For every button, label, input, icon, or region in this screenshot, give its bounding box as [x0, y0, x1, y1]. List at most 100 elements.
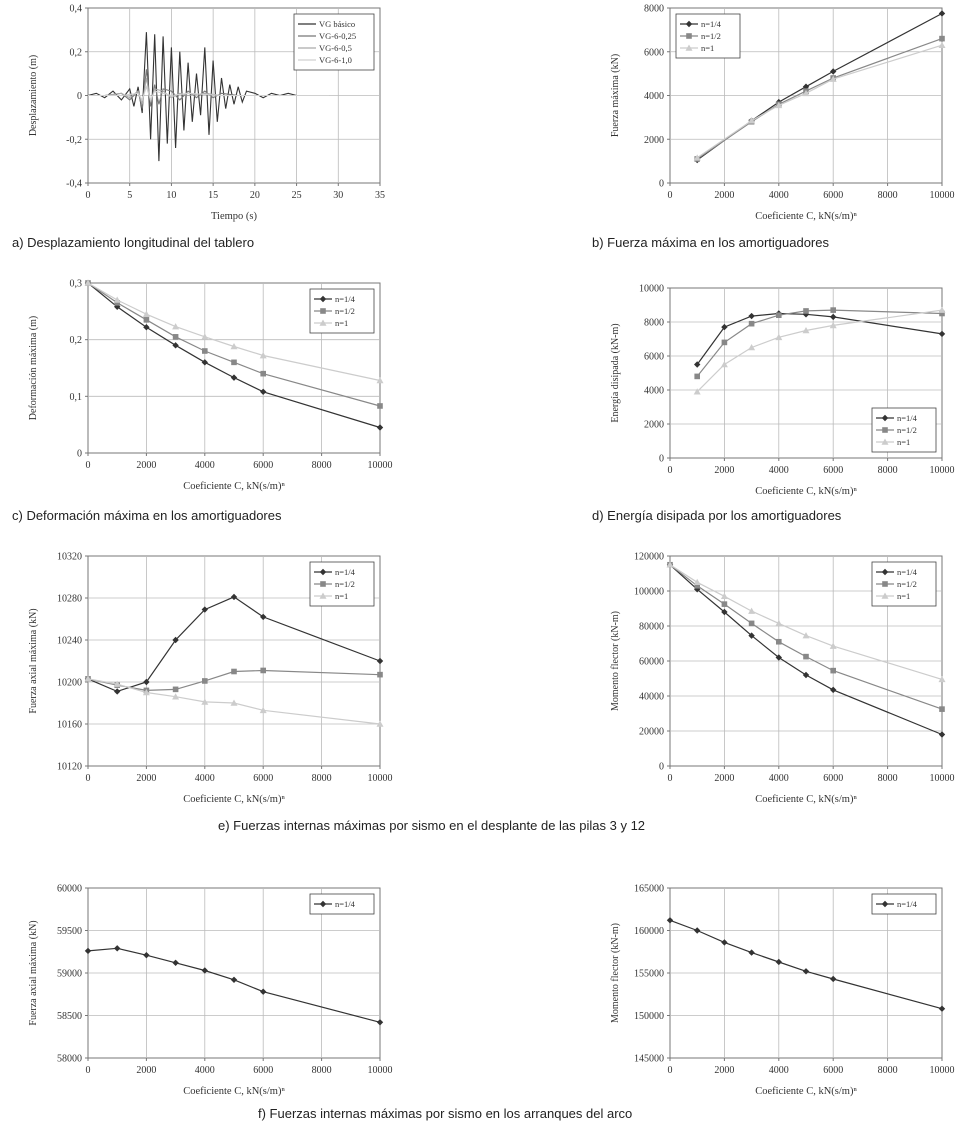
- series-1: [694, 307, 945, 380]
- y-tick-label: 6000: [644, 352, 664, 363]
- x-tick-label: 6000: [823, 465, 843, 476]
- data-point: [113, 296, 121, 303]
- data-point: [748, 607, 756, 614]
- x-tick-label: 6000: [253, 1065, 273, 1076]
- y-tick-label: 0,3: [70, 279, 83, 290]
- data-point: [748, 320, 755, 327]
- y-tick-label: -0,4: [66, 179, 82, 190]
- data-point: [938, 731, 946, 738]
- y-tick-label: 59000: [57, 969, 82, 980]
- data-point: [802, 327, 810, 334]
- data-point: [775, 101, 783, 109]
- x-tick-label: 15: [208, 190, 218, 201]
- y-tick-label: 6000: [644, 47, 664, 58]
- data-point: [776, 638, 782, 645]
- chart-d: 0 2000 4000 6000 8000 10000 0 2000 4000 6000 8000 1…: [592, 280, 955, 500]
- x-tick-label: 25: [292, 190, 302, 201]
- y-tick-label: 150000: [634, 1011, 664, 1022]
- legend-marker: [882, 427, 888, 433]
- data-point: [748, 344, 756, 351]
- data-point: [802, 83, 810, 90]
- x-tick-label: 0: [86, 773, 91, 784]
- x-tick-label: 0: [668, 190, 673, 201]
- data-point: [694, 373, 700, 380]
- data-point: [377, 671, 383, 678]
- x-tick-label: 5: [127, 190, 132, 201]
- x-tick-label: 0: [668, 465, 673, 476]
- x-tick-label: 35: [375, 190, 385, 201]
- series-2: [693, 41, 946, 161]
- chart-a: -0,4 -0,2 0 0,2 0,4 0 5 10 15 20 25 30 35 Tiempo (s) D…: [10, 0, 390, 225]
- data-point: [720, 592, 728, 600]
- legend-label: n=1: [897, 437, 910, 447]
- y-axis-label: Energía disipada (kN-m): [610, 323, 621, 422]
- y-tick-label: 0: [659, 179, 664, 190]
- legend-marker: [319, 319, 327, 326]
- x-tick-label: 2000: [714, 190, 734, 201]
- caption-b: b) Fuerza máxima en los amortiguadores: [592, 235, 829, 250]
- data-point: [803, 653, 809, 660]
- data-point: [84, 675, 92, 682]
- legend: n=1/4 n=1/2 n=1: [871, 407, 937, 453]
- y-tick-label: 0: [659, 762, 664, 773]
- y-tick-label: 8000: [644, 4, 664, 15]
- x-tick-label: 2000: [136, 773, 156, 784]
- x-tick-label: 0: [86, 1065, 91, 1076]
- y-tick-label: 60000: [639, 657, 664, 668]
- legend-box: [293, 13, 375, 71]
- y-tick-label: 4000: [644, 91, 664, 102]
- y-axis-label: Fuerza máxima (kN): [610, 54, 621, 137]
- data-point: [260, 388, 267, 395]
- series-line: [87, 596, 381, 693]
- x-tick-label: 6000: [823, 773, 843, 784]
- legend-marker: [881, 568, 889, 576]
- legend-box: [309, 893, 375, 915]
- x-tick-label: 6000: [823, 190, 843, 201]
- y-axis-label: Momento flector (kN-m): [610, 923, 621, 1023]
- y-tick-label: 10200: [57, 678, 82, 689]
- legend-label: n=1: [701, 43, 714, 53]
- data-point: [113, 680, 121, 687]
- legend-label: n=1/4: [335, 567, 356, 577]
- y-tick-label: 155000: [634, 969, 664, 980]
- data-point: [830, 307, 836, 313]
- series-line: [696, 44, 943, 159]
- data-point: [114, 300, 120, 306]
- chart-f2: 145000 150000 155000 160000 165000 0 2000 4000 6…: [592, 880, 955, 1100]
- x-axis-label: Coeficiente C, kN(s/m)ⁿ: [183, 1086, 285, 1097]
- x-tick-label: 2000: [714, 773, 734, 784]
- x-tick-label: 2000: [136, 460, 156, 471]
- y-axis-label: Fuerza axial máxima (kN): [28, 608, 39, 713]
- data-point: [830, 667, 836, 674]
- legend: VG básico VG-6-0,25 VG-6-0,5 VG-6-1,0: [293, 13, 375, 71]
- data-point: [776, 312, 782, 318]
- data-point: [802, 968, 810, 975]
- chart-svg-e1: 10120 10160 10200 10240 10280 10320 0 2000 4000 6…: [28, 552, 393, 806]
- chart-f1: 58000 58500 59000 59500 60000 0 2000 4000 6000 80…: [10, 880, 393, 1100]
- chart-b: 0 2000 4000 6000 8000 0 2000 4000 6000 8000 10000 C…: [592, 0, 955, 225]
- y-tick-label: 10320: [57, 552, 82, 563]
- legend-label: n=1/4: [897, 567, 918, 577]
- x-tick-label: 6000: [253, 460, 273, 471]
- data-point: [201, 333, 209, 340]
- legend-marker: [881, 414, 889, 422]
- x-axis-label: Coeficiente C, kN(s/m)ⁿ: [183, 481, 285, 492]
- legend-marker: [882, 581, 888, 587]
- x-tick-label: 8000: [312, 460, 332, 471]
- y-tick-label: 0: [77, 449, 82, 460]
- x-tick-label: 10000: [368, 773, 393, 784]
- x-tick-label: 6000: [823, 1065, 843, 1076]
- data-point: [802, 311, 810, 318]
- y-tick-label: 165000: [634, 884, 664, 895]
- data-point: [230, 699, 238, 706]
- legend-marker: [319, 592, 327, 599]
- data-point: [259, 706, 267, 714]
- data-point: [231, 359, 237, 366]
- legend-label: n=1/2: [897, 579, 917, 589]
- data-point: [376, 657, 384, 665]
- x-tick-label: 8000: [312, 773, 332, 784]
- y-tick-label: 80000: [639, 622, 664, 633]
- data-point: [201, 698, 209, 705]
- y-tick-label: 8000: [644, 318, 664, 329]
- chart-svg-a: -0,4 -0,2 0 0,2 0,4 0 5 10 15 20 25 30 35 Tiempo (s) D…: [28, 4, 385, 223]
